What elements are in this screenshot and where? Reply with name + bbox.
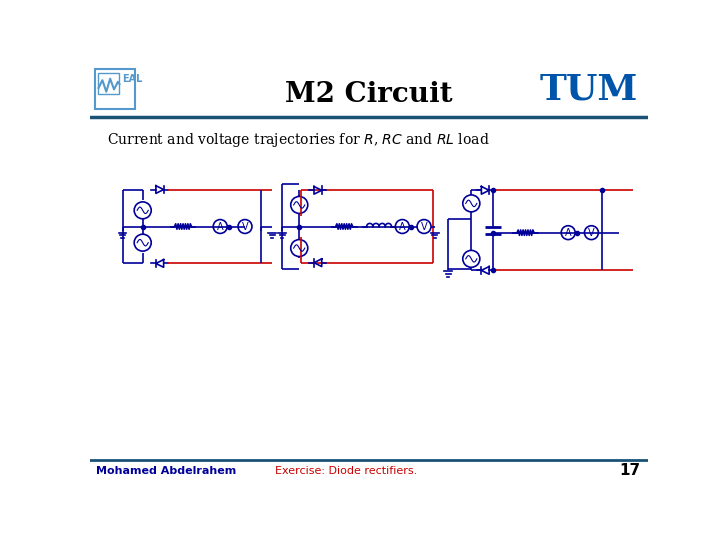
Text: A: A <box>565 228 572 238</box>
Text: V: V <box>588 228 595 238</box>
Text: A: A <box>217 221 223 232</box>
Bar <box>94 70 135 110</box>
Text: 17: 17 <box>619 463 640 478</box>
Text: EAL: EAL <box>122 74 143 84</box>
Text: M2 Circuit: M2 Circuit <box>285 80 453 107</box>
Text: A: A <box>399 221 405 232</box>
Text: Current and voltage trajectories for $R$, $RC$ and $RL$ load: Current and voltage trajectories for $R$… <box>107 131 490 149</box>
Text: V: V <box>242 221 248 232</box>
Text: Exercise: Diode rectifiers.: Exercise: Diode rectifiers. <box>274 465 417 476</box>
Text: Mohamed Abdelrahem: Mohamed Abdelrahem <box>96 465 236 476</box>
Bar <box>98 72 120 94</box>
Text: TUM: TUM <box>539 72 638 106</box>
Text: V: V <box>420 221 428 232</box>
